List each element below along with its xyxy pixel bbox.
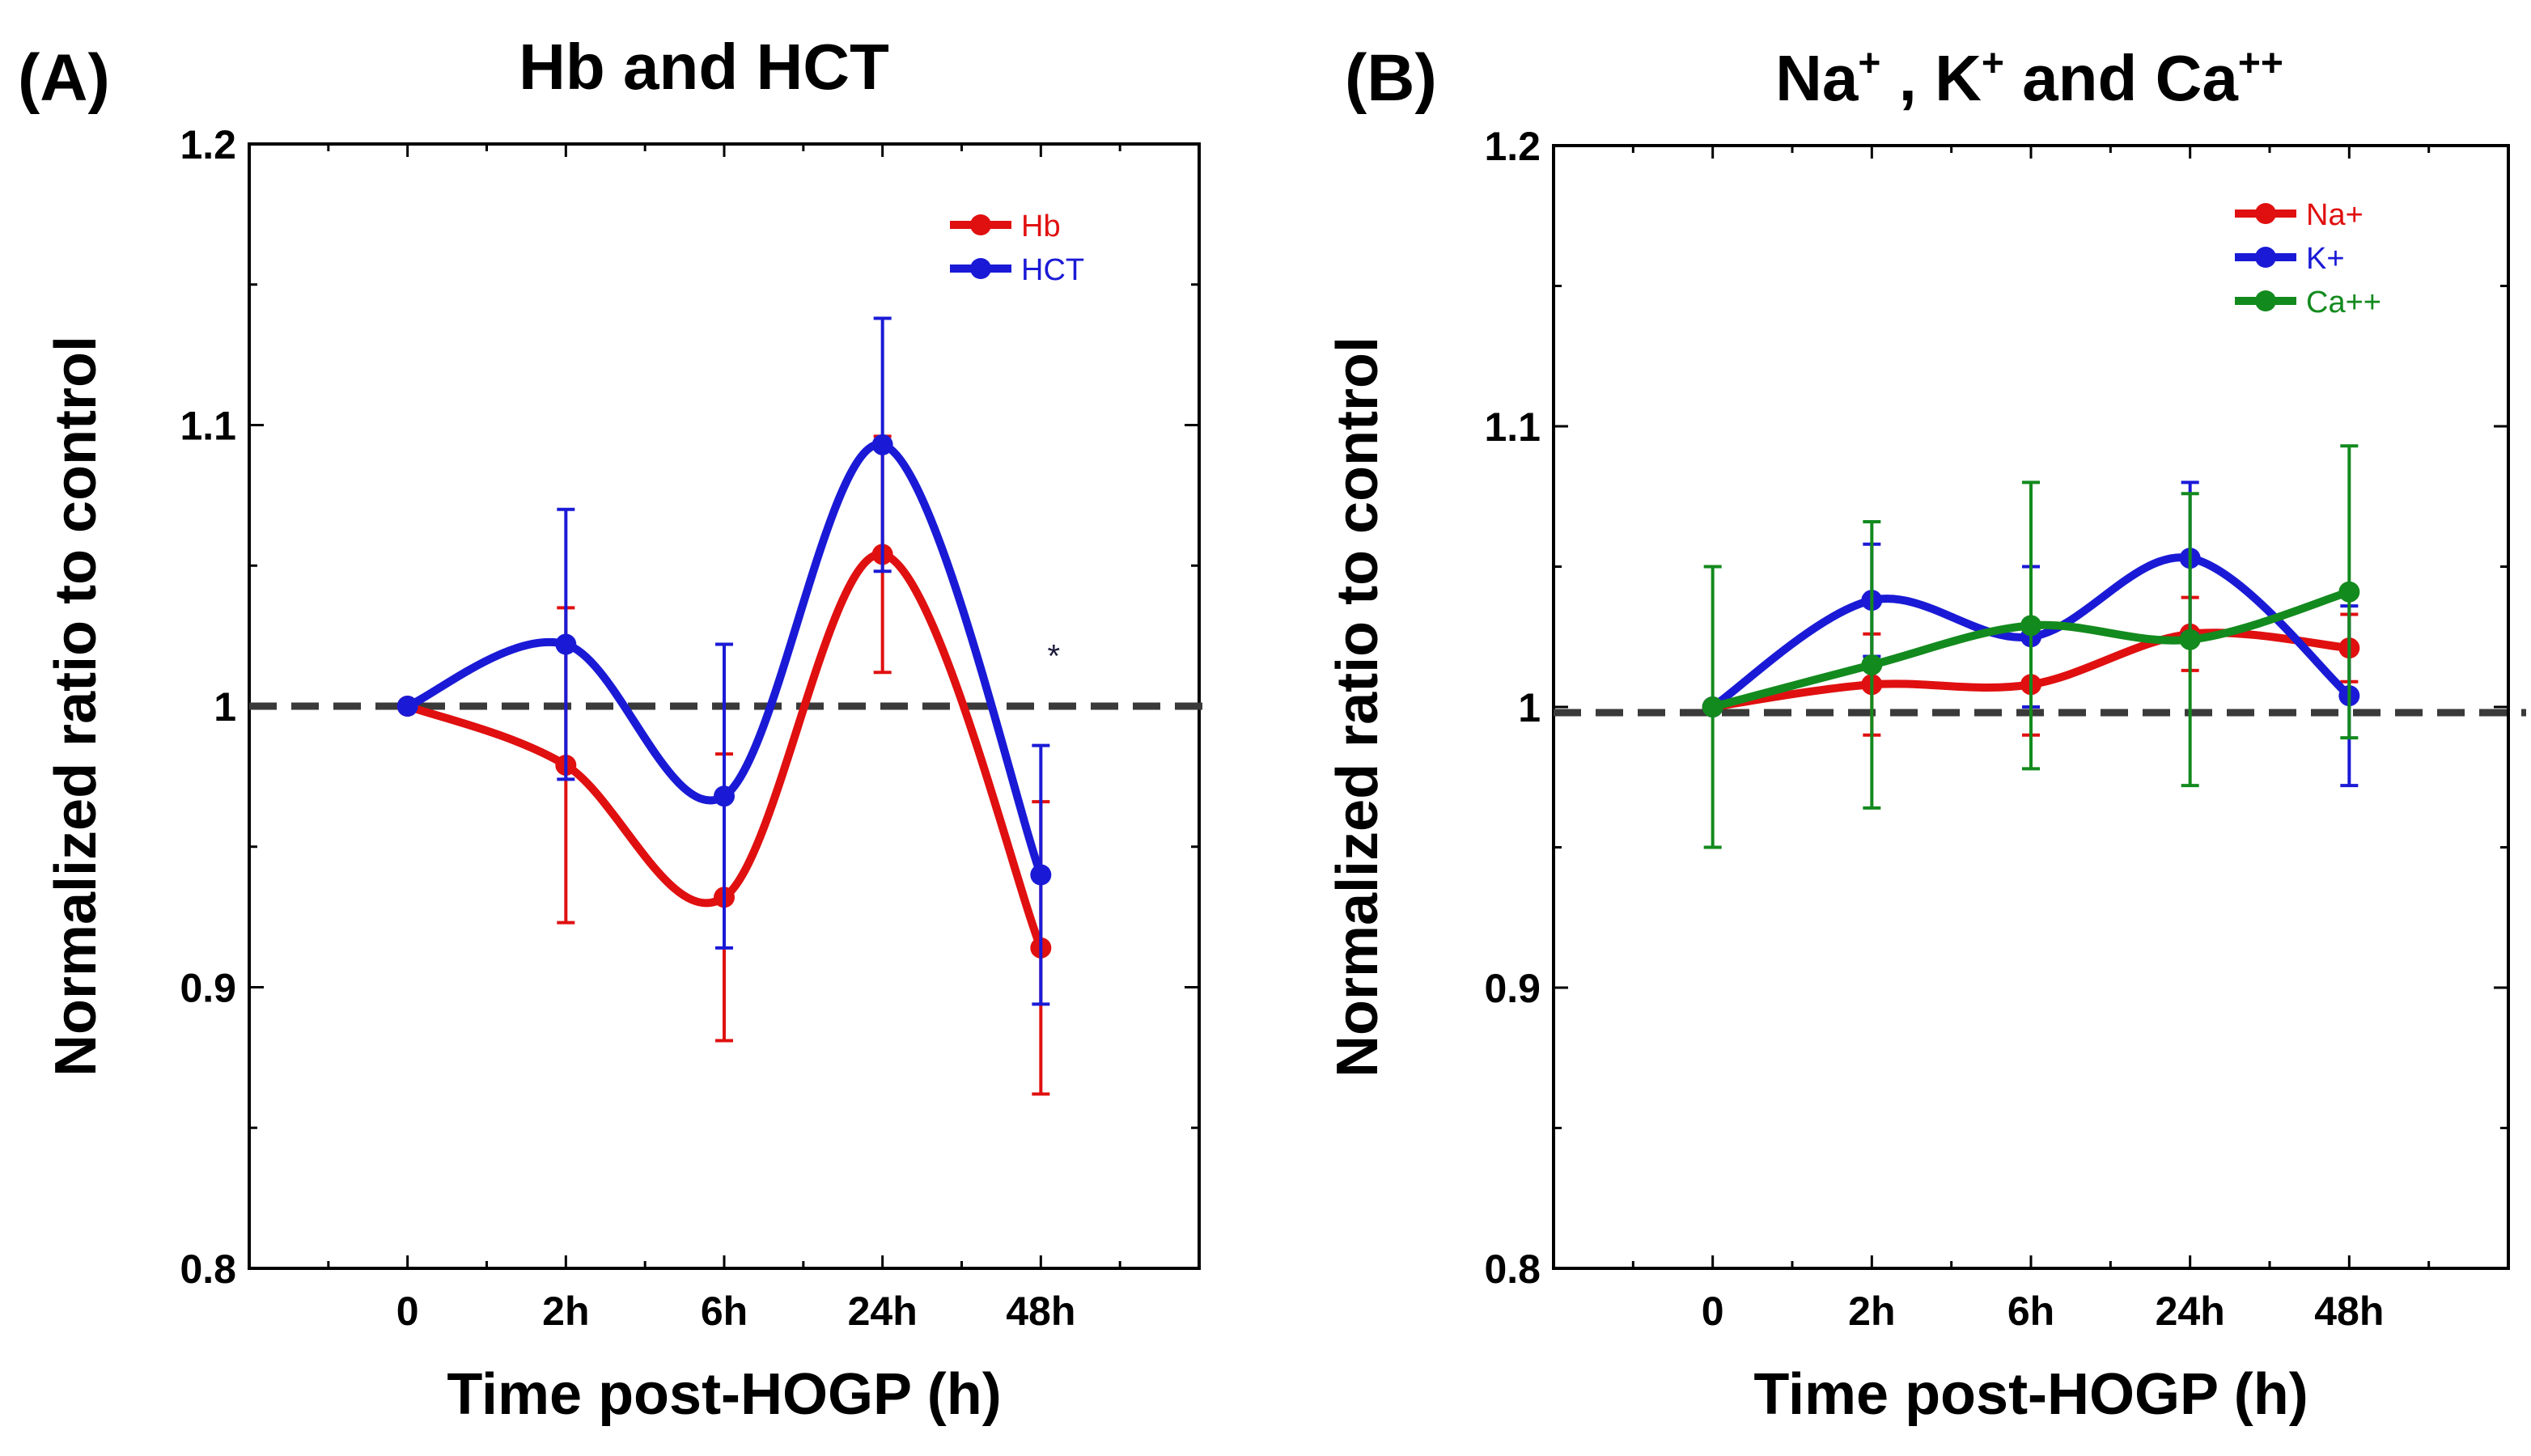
data-point <box>396 696 418 717</box>
x-tick-label: 0 <box>1702 1289 1724 1334</box>
x-tick-label: 6h <box>2007 1289 2054 1334</box>
y-tick-label: 1 <box>1518 685 1541 730</box>
data-point <box>555 633 577 655</box>
legend-marker <box>2255 290 2276 311</box>
y-tick-label: 0.8 <box>180 1246 236 1292</box>
y-tick-label: 1.2 <box>1484 124 1541 169</box>
y-tick-label: 1.1 <box>180 404 236 449</box>
panel-a-chart: 0.8 0.9 1 1.1 1.2 0 2h 6h 24h 48h Hb HCT Time post-H… <box>18 31 1217 1427</box>
legend-marker <box>2255 203 2276 224</box>
series-curve <box>403 440 1045 879</box>
y-axis-label: Normalized ratio to control <box>44 336 108 1077</box>
legend-marker <box>970 258 991 279</box>
title-na-sup: + <box>1858 42 1880 85</box>
y-tick-label: 0.8 <box>1484 1246 1541 1292</box>
series-hct <box>396 316 1052 1006</box>
x-tick-label: 24h <box>2156 1289 2225 1334</box>
x-tick-label: 24h <box>848 1289 918 1334</box>
data-point <box>871 434 893 455</box>
panel-title: Na+ , K+ and Ca++ <box>1775 42 2283 114</box>
y-tick-label: 0.9 <box>1484 966 1541 1011</box>
y-tick-label: 1.1 <box>1484 404 1541 450</box>
title-sep: , <box>1880 42 1935 114</box>
x-tick-label: 0 <box>396 1289 419 1334</box>
title-k: K <box>1935 42 1982 114</box>
title-and: and <box>2004 42 2156 114</box>
panel-letter: (B) <box>1345 41 1437 115</box>
data-point <box>2338 581 2360 603</box>
x-tick-label: 48h <box>1006 1289 1075 1334</box>
data-point <box>2020 615 2041 637</box>
x-axis-label: Time post-HOGP (h) <box>1753 1362 2308 1427</box>
significance-asterisk: * <box>1048 638 1061 674</box>
x-tick-label: 2h <box>542 1289 589 1334</box>
x-axis-label: Time post-HOGP (h) <box>447 1362 1001 1427</box>
legend-marker <box>970 214 991 235</box>
legend-label: Na+ <box>2306 198 2364 232</box>
series-curve <box>403 550 1045 952</box>
title-k-sup: + <box>1982 42 2004 85</box>
legend-marker <box>2255 247 2276 268</box>
x-tick-label: 6h <box>701 1289 748 1334</box>
title-ca: Ca <box>2156 42 2239 114</box>
title-ca-sup: ++ <box>2238 42 2283 85</box>
x-tick-label: 2h <box>1848 1289 1895 1334</box>
data-point <box>1030 864 1052 886</box>
legend-label: K+ <box>2306 242 2345 276</box>
data-point <box>1702 696 1723 717</box>
legend-label: Ca++ <box>2306 286 2381 320</box>
legend-label: Hb <box>1021 210 1061 243</box>
panel-title: Hb and HCT <box>519 31 889 103</box>
y-tick-label: 1.2 <box>180 122 236 167</box>
data-point <box>2179 629 2201 650</box>
title-na: Na <box>1775 42 1859 114</box>
series-caplusplus <box>1702 444 2360 849</box>
y-tick-label: 0.9 <box>180 966 236 1011</box>
y-axis-label: Normalized ratio to control <box>1325 336 1390 1077</box>
panel-letter: (A) <box>18 41 110 115</box>
data-point <box>1861 654 1883 675</box>
y-tick-label: 1 <box>214 684 236 730</box>
data-point <box>714 785 735 807</box>
legend-label: HCT <box>1021 253 1084 287</box>
x-tick-label: 48h <box>2314 1289 2384 1334</box>
